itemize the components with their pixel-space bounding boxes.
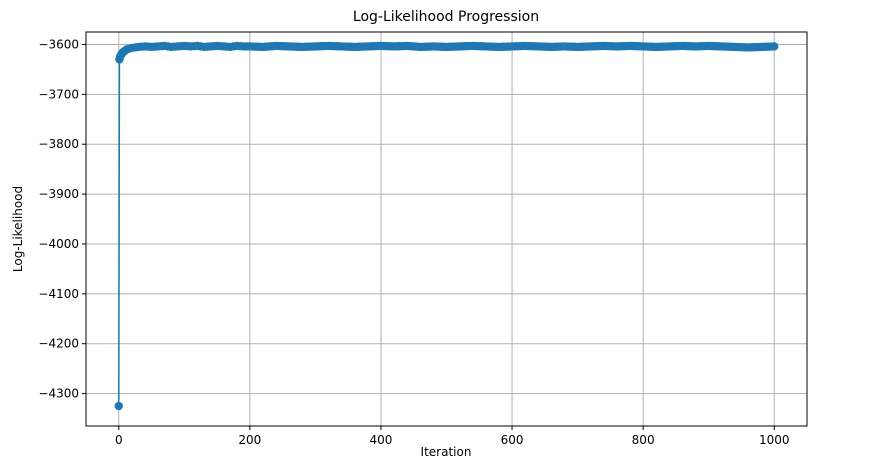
series-markers bbox=[114, 41, 779, 411]
x-tick-label: 1000 bbox=[759, 433, 790, 447]
y-tick-label: −3800 bbox=[38, 137, 79, 151]
y-tick-label: −4300 bbox=[38, 387, 79, 401]
x-tick-label: 200 bbox=[238, 433, 261, 447]
x-tick-label: 0 bbox=[115, 433, 123, 447]
x-axis: 0 200 400 600 800 1000 bbox=[115, 426, 790, 447]
x-tick-label: 600 bbox=[501, 433, 524, 447]
y-axis: −4300 −4200 −4100 −4000 −3900 −3800 −3700 −3600 bbox=[38, 37, 86, 401]
x-tick-label: 800 bbox=[632, 433, 655, 447]
y-tick-label: −3600 bbox=[38, 37, 79, 51]
y-tick-label: −3900 bbox=[38, 187, 79, 201]
data-point bbox=[770, 42, 779, 51]
data-point bbox=[114, 401, 123, 411]
y-tick-label: −4000 bbox=[38, 237, 79, 251]
y-tick-label: −3700 bbox=[38, 87, 79, 101]
chart-title: Log-Likelihood Progression bbox=[353, 9, 539, 25]
y-axis-label: Log-Likelihood bbox=[11, 186, 25, 272]
x-axis-label: Iteration bbox=[421, 445, 472, 459]
y-tick-label: −4200 bbox=[38, 337, 79, 351]
x-tick-label: 400 bbox=[370, 433, 393, 447]
series-layer bbox=[114, 41, 779, 411]
y-tick-label: −4100 bbox=[38, 287, 79, 301]
plot-frame bbox=[85, 31, 808, 427]
